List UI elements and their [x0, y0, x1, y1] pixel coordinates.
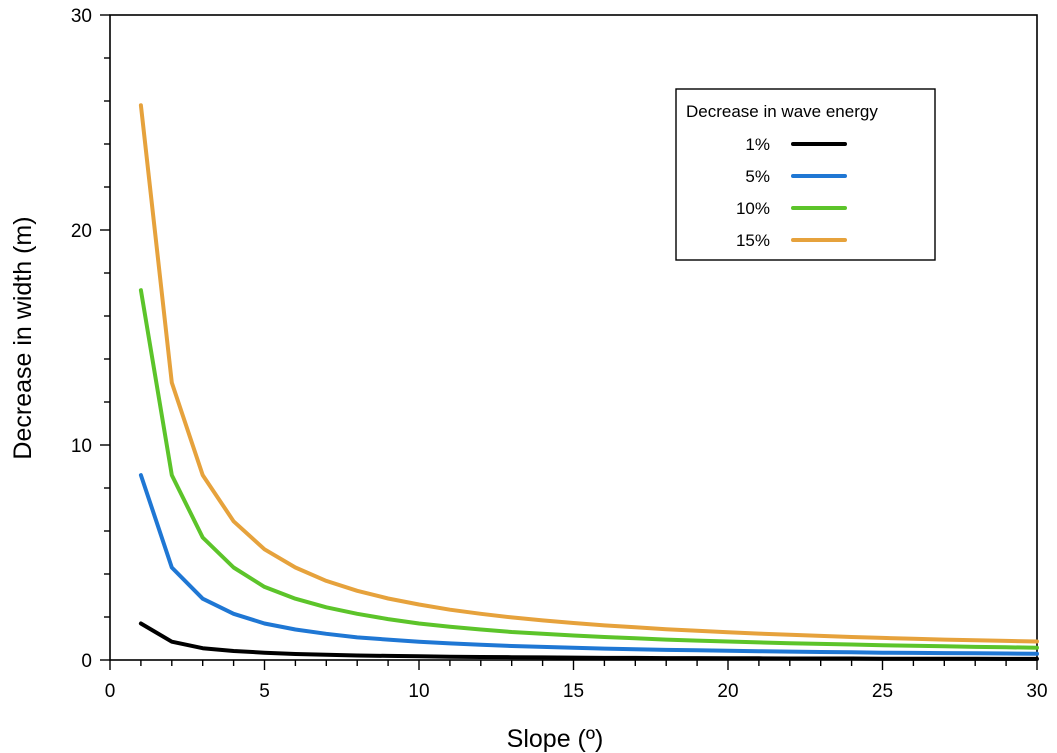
tick-marks [100, 14, 1038, 670]
x-tick-label: 10 [408, 681, 429, 702]
y-axis-title: Decrease in width (m) [9, 216, 37, 459]
series-line-10pct [138, 288, 1039, 650]
legend-title: Decrease in wave energy [686, 102, 878, 121]
series-line-1pct [138, 621, 1039, 661]
legend: Decrease in wave energy 1% 5% 10% 15% [675, 88, 936, 261]
y-tick-label: 10 [71, 436, 92, 457]
x-axis-title: Slope (º) [507, 725, 604, 753]
x-tick-label: 15 [563, 681, 584, 702]
legend-entries: 1% 5% 10% 15% [736, 135, 847, 250]
y-tick-label: 20 [71, 221, 92, 242]
legend-label: 5% [745, 167, 770, 186]
legend-label: 15% [736, 231, 770, 250]
tick-labels: 0 5 10 15 20 25 30 0 10 20 30 [71, 6, 1048, 702]
legend-label: 10% [736, 199, 770, 218]
x-tick-label: 20 [717, 681, 738, 702]
x-tick-label: 5 [259, 681, 270, 702]
series-line-5pct [138, 473, 1039, 656]
y-tick-label: 30 [71, 6, 92, 27]
legend-label: 1% [745, 135, 770, 154]
series-lines [138, 103, 1039, 661]
x-tick-label: 25 [872, 681, 893, 702]
y-tick-label: 0 [81, 651, 92, 672]
x-tick-label: 30 [1026, 681, 1047, 702]
x-tick-label: 0 [105, 681, 116, 702]
series-line-15pct [138, 103, 1039, 644]
